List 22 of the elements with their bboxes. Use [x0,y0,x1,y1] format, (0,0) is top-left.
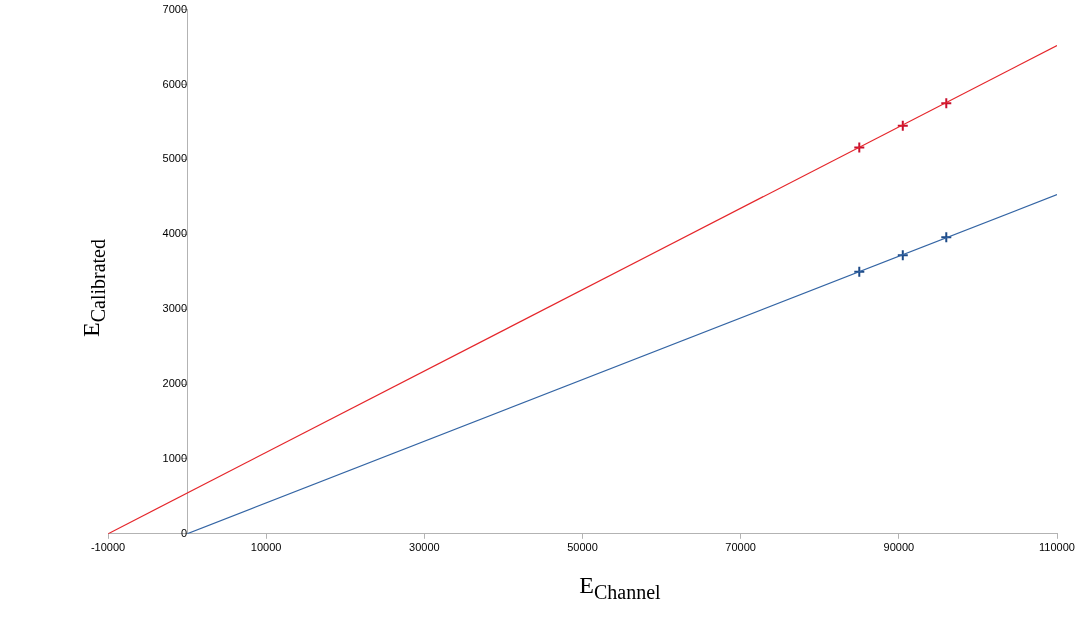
x-axis-title: E$_{Channel}$ [578,572,662,604]
y-tick-label: 5000 [162,152,188,165]
y-tick-label: 4000 [162,227,188,240]
y-tick-label: 6000 [162,77,188,90]
x-tick-label: -10000 [90,541,126,554]
y-tick-label: 0 [180,526,188,539]
x-tick-label: 70000 [725,541,756,554]
y-tick-label: 2000 [162,377,188,390]
point [853,265,866,278]
point [896,119,909,132]
x-tick-label: 110000 [1039,541,1075,554]
point [940,231,953,244]
x-tick-label: 30000 [409,541,440,554]
point [940,97,953,110]
x-tick-label: 50000 [567,541,598,554]
y-tick-label: 3000 [162,302,188,315]
x-tick-label: 90000 [883,541,915,554]
y-tick-label: 7000 [162,2,188,15]
x-tick-label: 10000 [250,541,282,554]
point [896,249,909,262]
y-tick-label: 1000 [162,451,188,464]
point [853,141,866,154]
